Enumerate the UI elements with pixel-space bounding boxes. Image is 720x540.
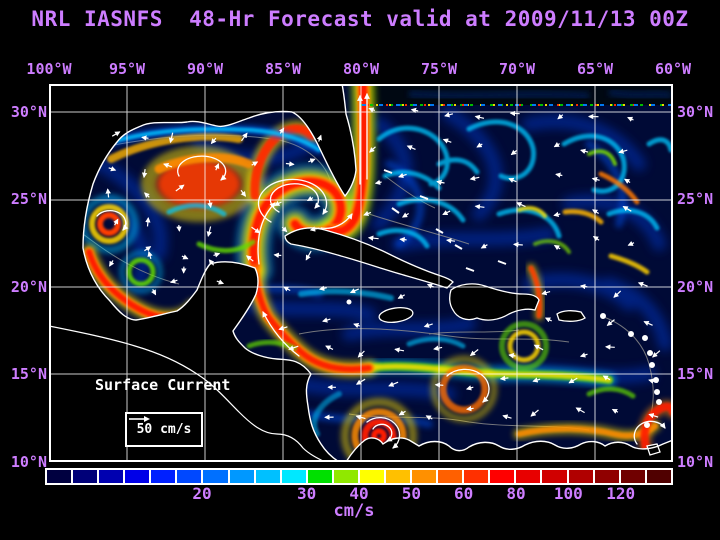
colorbar-cell <box>125 470 152 483</box>
lat-label-right: 25°N <box>677 190 714 209</box>
colorbar-tick-label: 60 <box>454 484 474 503</box>
lon-label: 100°W <box>26 60 72 78</box>
colorbar-tick-label: 80 <box>506 484 526 503</box>
colorbar-cell <box>359 470 387 483</box>
colorbar-cell <box>620 470 647 483</box>
lat-label-right: 20°N <box>677 277 714 296</box>
colorbar-tick-label: 50 <box>401 484 421 503</box>
land-north-america <box>49 84 356 462</box>
colorbar-tick-label: 20 <box>192 484 212 503</box>
scale-value: 50 cm/s <box>136 421 192 437</box>
lat-label-right: 30°N <box>677 103 714 121</box>
colorbar-cell <box>177 470 204 483</box>
colorbar-cell <box>490 470 517 483</box>
lat-label-left: 20°N <box>10 277 47 296</box>
colorbar <box>45 468 673 485</box>
lon-label: 90°W <box>186 60 224 78</box>
lat-label-left: 30°N <box>10 103 47 121</box>
colorbar-cell <box>73 470 100 483</box>
lon-label: 85°W <box>264 60 302 78</box>
colorbar-tick-label: 120 <box>606 484 636 503</box>
colorbar-cell <box>255 470 282 483</box>
lon-label: 75°W <box>420 60 458 78</box>
colorbar-cell <box>307 470 334 483</box>
current-vector-arrows <box>105 107 661 421</box>
lat-label-left: 15°N <box>10 365 47 384</box>
coastlines <box>49 84 673 462</box>
map-canvas: Surface Current 50 cm/s <box>49 84 673 462</box>
colorbar-cell <box>568 470 595 483</box>
scale-arrow-icon <box>129 416 150 422</box>
lat-label-left: 10°N <box>10 452 47 471</box>
islands <box>284 227 661 456</box>
colorbar-cell <box>229 470 256 483</box>
ocean-current-art <box>49 84 673 462</box>
lon-label: 60°W <box>654 60 692 78</box>
colorbar-cell <box>386 470 413 483</box>
colorbar-tick-label: 30 <box>297 484 317 503</box>
colorbar-cell <box>646 470 671 483</box>
lon-label: 80°W <box>342 60 380 78</box>
scale-box: 50 cm/s <box>125 412 203 447</box>
colorbar-cell <box>542 470 569 483</box>
grid-lines <box>49 84 673 462</box>
colorbar-cell <box>47 470 74 483</box>
lon-label: 70°W <box>498 60 536 78</box>
page-title: NRL IASNFS 48-Hr Forecast valid at 2009/… <box>31 7 689 31</box>
small-islands <box>346 169 662 428</box>
colorbar-cell <box>99 470 126 483</box>
colorbar-units-label: cm/s <box>333 501 375 521</box>
lon-label: 65°W <box>576 60 614 78</box>
colorbar-cell <box>594 470 621 483</box>
colorbar-cell <box>412 470 439 483</box>
colorbar-cell <box>281 470 308 483</box>
colorbar-cell <box>438 470 465 483</box>
lat-label-right: 10°N <box>677 452 714 471</box>
colorbar-tick-label: 100 <box>553 484 583 503</box>
colorbar-cell <box>333 470 360 483</box>
lat-label-left: 25°N <box>10 190 47 209</box>
surface-current-label: Surface Current <box>95 376 231 394</box>
colorbar-tick-label: 40 <box>349 484 369 503</box>
colorbar-cell <box>464 470 491 483</box>
colorbar-cell <box>203 470 230 483</box>
lat-label-right: 15°N <box>677 365 714 384</box>
lon-label: 95°W <box>108 60 146 78</box>
colorbar-cell <box>516 470 543 483</box>
colorbar-cell <box>151 470 178 483</box>
